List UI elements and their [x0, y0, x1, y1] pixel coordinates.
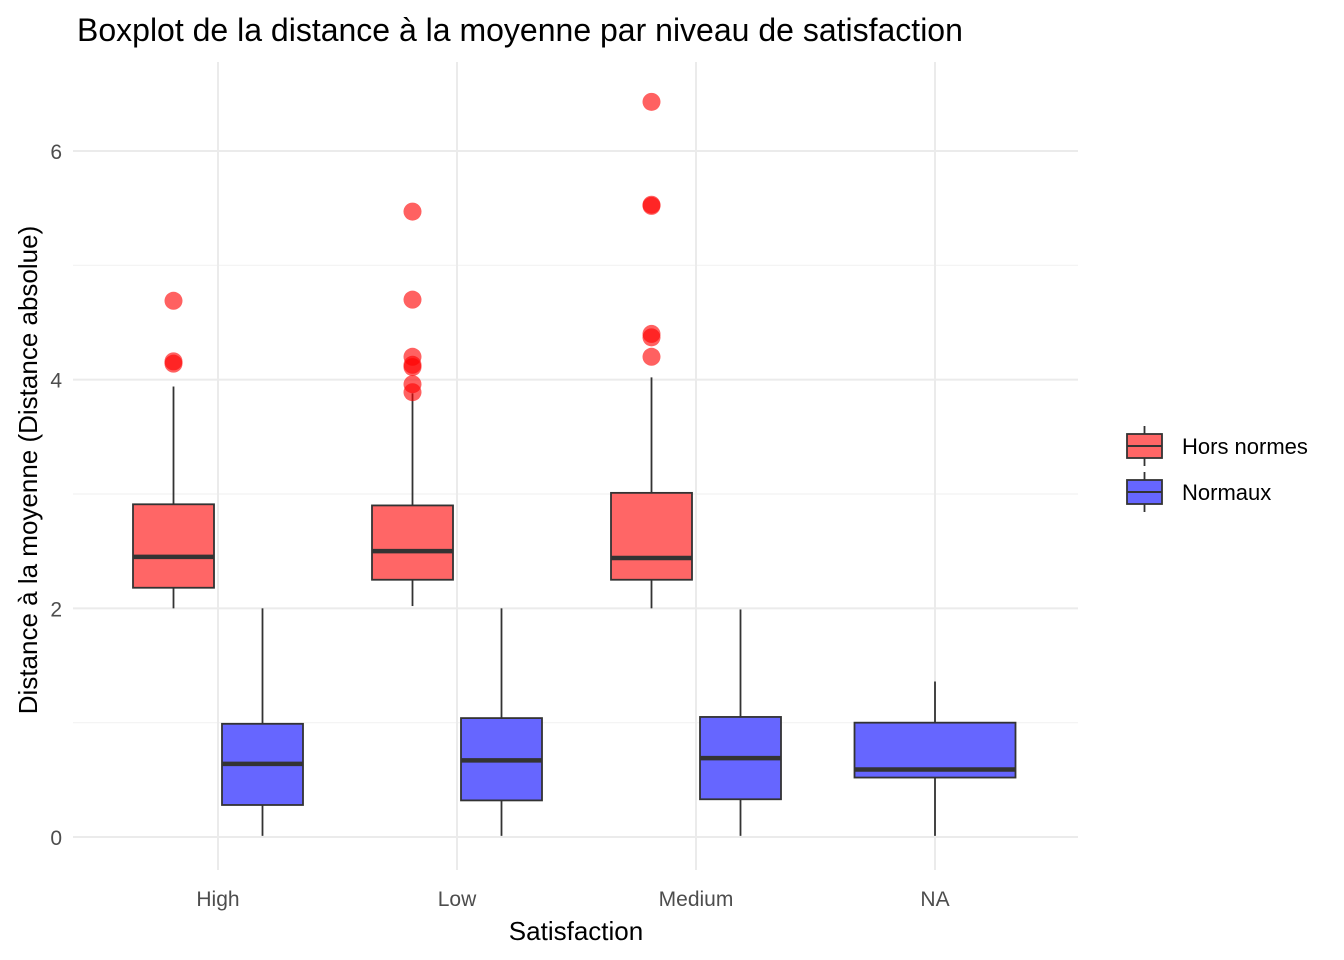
box-normaux-low	[460, 608, 543, 836]
y-tick-label: 2	[50, 598, 62, 621]
x-tick-label: Medium	[659, 888, 734, 911]
y-tick-label: 0	[50, 827, 62, 850]
box-body	[371, 504, 454, 581]
legend-label: Normaux	[1182, 480, 1271, 505]
x-axis-ticks: High Low Medium NA	[196, 888, 949, 911]
legend-item-hors-normes: Hors normes	[1126, 426, 1308, 466]
box-body	[132, 503, 215, 589]
y-tick-label: 6	[50, 141, 62, 164]
y-axis-title: Distance à la moyenne (Distance absolue)	[13, 226, 43, 714]
x-tick-label: Low	[438, 888, 477, 911]
outlier-point	[403, 347, 422, 366]
box-hors-normes-medium	[610, 92, 693, 609]
box-normaux-high	[221, 608, 304, 836]
box-body	[610, 491, 693, 581]
outlier-point	[164, 291, 183, 310]
x-axis-title: Satisfaction	[509, 916, 643, 946]
box-hors-normes-high	[132, 291, 215, 609]
y-axis-ticks: 0 2 4 6	[50, 141, 62, 850]
outlier-point	[642, 347, 661, 366]
box-normaux-medium	[699, 609, 782, 836]
outlier-point	[164, 352, 183, 371]
plot-area	[132, 92, 1017, 836]
outlier-point	[403, 202, 422, 221]
outlier-point	[642, 195, 661, 214]
legend-label: Hors normes	[1182, 434, 1308, 459]
x-tick-label: High	[196, 888, 239, 911]
outlier-point	[642, 324, 661, 343]
outlier-point	[642, 92, 661, 111]
chart-title: Boxplot de la distance à la moyenne par …	[77, 12, 963, 48]
outlier-point	[403, 375, 422, 394]
legend: Hors normes Normaux	[1126, 426, 1308, 512]
y-tick-label: 4	[50, 370, 62, 393]
outlier-point	[403, 290, 422, 309]
grid-lines	[73, 62, 1078, 870]
box-normaux-na	[853, 681, 1017, 836]
x-tick-label: NA	[920, 888, 949, 911]
legend-item-normaux: Normaux	[1126, 472, 1271, 512]
box-hors-normes-low	[371, 202, 454, 607]
